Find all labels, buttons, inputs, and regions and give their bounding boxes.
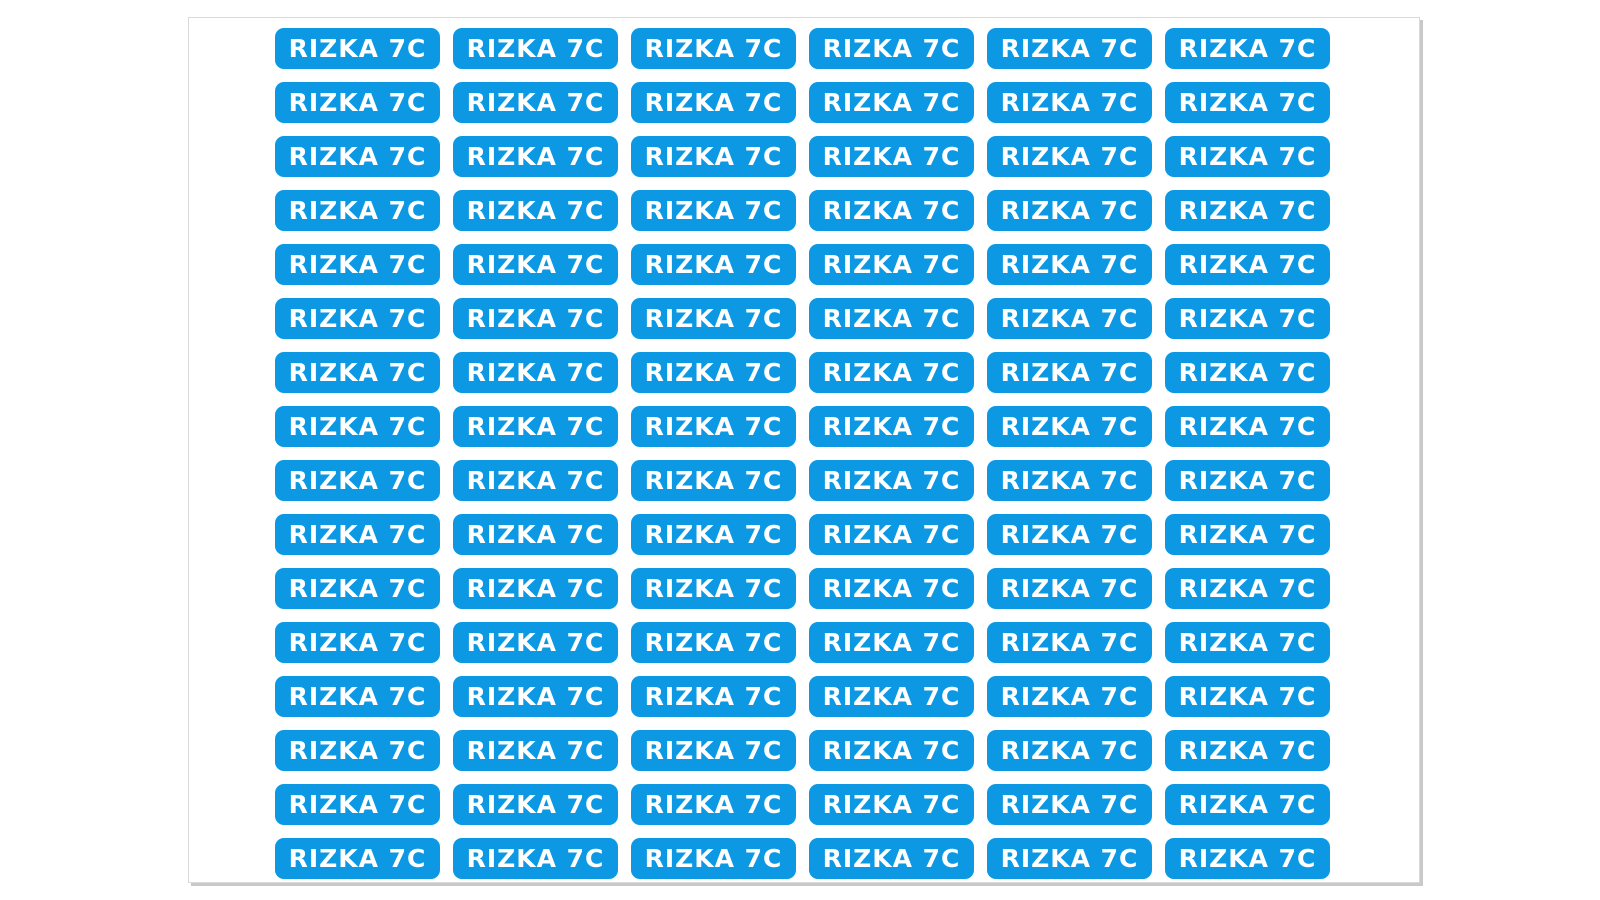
name-label: RIZKA 7C <box>453 298 618 339</box>
name-label: RIZKA 7C <box>453 676 618 717</box>
name-label: RIZKA 7C <box>987 244 1152 285</box>
name-label: RIZKA 7C <box>987 82 1152 123</box>
name-label: RIZKA 7C <box>987 676 1152 717</box>
name-label: RIZKA 7C <box>453 136 618 177</box>
name-label: RIZKA 7C <box>1165 190 1330 231</box>
name-label: RIZKA 7C <box>453 406 618 447</box>
name-label: RIZKA 7C <box>631 568 796 609</box>
name-label: RIZKA 7C <box>275 136 440 177</box>
name-label: RIZKA 7C <box>987 28 1152 69</box>
name-label: RIZKA 7C <box>275 568 440 609</box>
name-label: RIZKA 7C <box>275 298 440 339</box>
name-label: RIZKA 7C <box>1165 676 1330 717</box>
name-label: RIZKA 7C <box>987 460 1152 501</box>
name-label: RIZKA 7C <box>275 28 440 69</box>
name-label: RIZKA 7C <box>631 784 796 825</box>
name-label: RIZKA 7C <box>1165 244 1330 285</box>
name-label: RIZKA 7C <box>1165 514 1330 555</box>
name-label: RIZKA 7C <box>809 568 974 609</box>
name-label: RIZKA 7C <box>1165 784 1330 825</box>
name-label: RIZKA 7C <box>275 352 440 393</box>
name-label: RIZKA 7C <box>987 190 1152 231</box>
name-label: RIZKA 7C <box>987 622 1152 663</box>
name-label: RIZKA 7C <box>275 784 440 825</box>
name-label: RIZKA 7C <box>809 82 974 123</box>
name-label: RIZKA 7C <box>631 82 796 123</box>
name-label: RIZKA 7C <box>453 460 618 501</box>
name-label: RIZKA 7C <box>453 244 618 285</box>
name-label: RIZKA 7C <box>809 244 974 285</box>
name-label: RIZKA 7C <box>809 460 974 501</box>
name-label: RIZKA 7C <box>631 838 796 879</box>
name-label: RIZKA 7C <box>275 460 440 501</box>
name-label: RIZKA 7C <box>631 730 796 771</box>
name-label: RIZKA 7C <box>987 784 1152 825</box>
name-label: RIZKA 7C <box>453 568 618 609</box>
name-label: RIZKA 7C <box>809 190 974 231</box>
name-label: RIZKA 7C <box>631 676 796 717</box>
label-grid: RIZKA 7C RIZKA 7C RIZKA 7C RIZKA 7C RIZKA 7C… <box>275 28 1330 879</box>
name-label: RIZKA 7C <box>453 28 618 69</box>
name-label: RIZKA 7C <box>275 514 440 555</box>
name-label: RIZKA 7C <box>809 838 974 879</box>
name-label: RIZKA 7C <box>809 730 974 771</box>
name-label: RIZKA 7C <box>453 838 618 879</box>
name-label: RIZKA 7C <box>987 514 1152 555</box>
name-label: RIZKA 7C <box>631 136 796 177</box>
name-label: RIZKA 7C <box>631 352 796 393</box>
name-label: RIZKA 7C <box>631 406 796 447</box>
name-label: RIZKA 7C <box>987 406 1152 447</box>
name-label: RIZKA 7C <box>809 784 974 825</box>
name-label: RIZKA 7C <box>987 136 1152 177</box>
name-label: RIZKA 7C <box>1165 352 1330 393</box>
name-label: RIZKA 7C <box>631 460 796 501</box>
name-label: RIZKA 7C <box>1165 730 1330 771</box>
name-label: RIZKA 7C <box>275 676 440 717</box>
name-label: RIZKA 7C <box>1165 82 1330 123</box>
name-label: RIZKA 7C <box>453 730 618 771</box>
name-label: RIZKA 7C <box>275 82 440 123</box>
name-label: RIZKA 7C <box>631 622 796 663</box>
name-label: RIZKA 7C <box>631 28 796 69</box>
name-label: RIZKA 7C <box>275 244 440 285</box>
name-label: RIZKA 7C <box>453 622 618 663</box>
name-label: RIZKA 7C <box>809 352 974 393</box>
name-label: RIZKA 7C <box>987 730 1152 771</box>
name-label: RIZKA 7C <box>275 730 440 771</box>
name-label: RIZKA 7C <box>1165 406 1330 447</box>
name-label: RIZKA 7C <box>1165 838 1330 879</box>
name-label: RIZKA 7C <box>453 352 618 393</box>
name-label: RIZKA 7C <box>1165 136 1330 177</box>
name-label: RIZKA 7C <box>453 190 618 231</box>
name-label: RIZKA 7C <box>1165 28 1330 69</box>
name-label: RIZKA 7C <box>275 622 440 663</box>
name-label: RIZKA 7C <box>453 514 618 555</box>
name-label: RIZKA 7C <box>453 784 618 825</box>
name-label: RIZKA 7C <box>809 298 974 339</box>
label-sheet: RIZKA 7C RIZKA 7C RIZKA 7C RIZKA 7C RIZKA 7C… <box>188 17 1420 883</box>
name-label: RIZKA 7C <box>809 514 974 555</box>
name-label: RIZKA 7C <box>1165 568 1330 609</box>
name-label: RIZKA 7C <box>453 82 618 123</box>
name-label: RIZKA 7C <box>809 622 974 663</box>
name-label: RIZKA 7C <box>275 838 440 879</box>
name-label: RIZKA 7C <box>809 28 974 69</box>
name-label: RIZKA 7C <box>987 838 1152 879</box>
name-label: RIZKA 7C <box>275 190 440 231</box>
name-label: RIZKA 7C <box>631 190 796 231</box>
name-label: RIZKA 7C <box>1165 622 1330 663</box>
name-label: RIZKA 7C <box>809 406 974 447</box>
name-label: RIZKA 7C <box>987 352 1152 393</box>
name-label: RIZKA 7C <box>631 298 796 339</box>
name-label: RIZKA 7C <box>1165 298 1330 339</box>
name-label: RIZKA 7C <box>631 514 796 555</box>
name-label: RIZKA 7C <box>987 568 1152 609</box>
name-label: RIZKA 7C <box>987 298 1152 339</box>
name-label: RIZKA 7C <box>809 676 974 717</box>
name-label: RIZKA 7C <box>275 406 440 447</box>
name-label: RIZKA 7C <box>809 136 974 177</box>
name-label: RIZKA 7C <box>1165 460 1330 501</box>
name-label: RIZKA 7C <box>631 244 796 285</box>
